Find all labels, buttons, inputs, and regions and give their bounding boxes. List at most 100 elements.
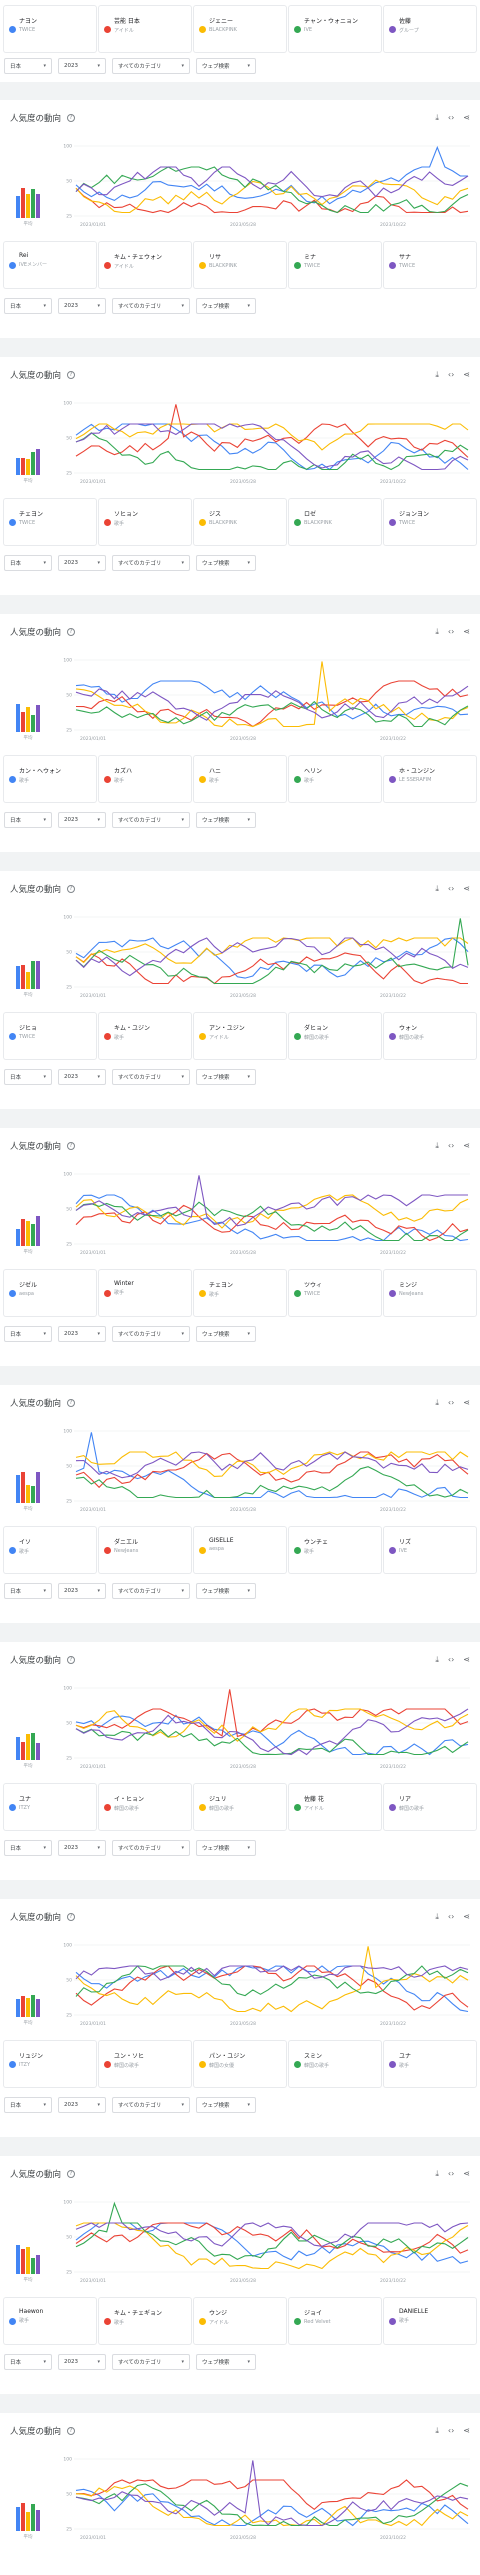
- embed-icon[interactable]: ‹›: [447, 1398, 455, 1407]
- category-select[interactable]: すべてのカテゴリ ▾: [112, 1326, 190, 1342]
- share-icon[interactable]: ⋖: [463, 2426, 470, 2435]
- year-select[interactable]: 2023 ▾: [58, 1069, 106, 1085]
- legend-item[interactable]: ユナ ITZY: [4, 1784, 96, 1830]
- year-select[interactable]: 2023 ▾: [58, 1326, 106, 1342]
- region-select[interactable]: 日本 ▾: [4, 555, 52, 571]
- search-type-select[interactable]: ウェブ検索 ▾: [196, 1326, 256, 1342]
- legend-item[interactable]: DANIELLE 歌手: [384, 2298, 476, 2344]
- legend-item[interactable]: Winter 歌手: [99, 1270, 191, 1316]
- download-icon[interactable]: ⤓: [435, 113, 439, 122]
- search-type-select[interactable]: ウェブ検索 ▾: [196, 555, 256, 571]
- legend-item[interactable]: ジェニー BLACKPINK: [194, 6, 286, 52]
- help-icon[interactable]: ?: [67, 1913, 76, 1921]
- region-select[interactable]: 日本 ▾: [4, 1583, 52, 1599]
- legend-item[interactable]: ヘリン 歌手: [289, 756, 381, 802]
- category-select[interactable]: すべてのカテゴリ ▾: [112, 1069, 190, 1085]
- share-icon[interactable]: ⋖: [463, 2169, 470, 2178]
- share-icon[interactable]: ⋖: [463, 1398, 470, 1407]
- year-select[interactable]: 2023 ▾: [58, 555, 106, 571]
- share-icon[interactable]: ⋖: [463, 1655, 470, 1664]
- legend-item[interactable]: サナ TWICE: [384, 242, 476, 288]
- legend-item[interactable]: ウォン 韓国の歌手: [384, 1013, 476, 1059]
- legend-item[interactable]: リア 韓国の歌手: [384, 1784, 476, 1830]
- help-icon[interactable]: ?: [67, 1399, 76, 1407]
- legend-item[interactable]: ツウィ TWICE: [289, 1270, 381, 1316]
- legend-item[interactable]: ジヒョ TWICE: [4, 1013, 96, 1059]
- legend-item[interactable]: スミン 韓国の歌手: [289, 2041, 381, 2087]
- legend-item[interactable]: Rei IVEメンバー: [4, 242, 96, 288]
- help-icon[interactable]: ?: [67, 2170, 76, 2178]
- embed-icon[interactable]: ‹›: [447, 2426, 455, 2435]
- legend-item[interactable]: ジョイ Red Velvet: [289, 2298, 381, 2344]
- help-icon[interactable]: ?: [67, 1142, 76, 1150]
- search-type-select[interactable]: ウェブ検索 ▾: [196, 1840, 256, 1856]
- search-type-select[interactable]: ウェブ検索 ▾: [196, 2097, 256, 2113]
- region-select[interactable]: 日本 ▾: [4, 1069, 52, 1085]
- embed-icon[interactable]: ‹›: [447, 370, 455, 379]
- legend-item[interactable]: キム・ユジン 歌手: [99, 1013, 191, 1059]
- category-select[interactable]: すべてのカテゴリ ▾: [112, 1840, 190, 1856]
- year-select[interactable]: 2023 ▾: [58, 298, 106, 314]
- legend-item[interactable]: ユナ 歌手: [384, 2041, 476, 2087]
- search-type-select[interactable]: ウェブ検索 ▾: [196, 1069, 256, 1085]
- legend-item[interactable]: 佐藤 グループ: [384, 6, 476, 52]
- legend-item[interactable]: ソヒョン 歌手: [99, 499, 191, 545]
- legend-item[interactable]: ダニエル NewJeans: [99, 1527, 191, 1573]
- region-select[interactable]: 日本 ▾: [4, 812, 52, 828]
- embed-icon[interactable]: ‹›: [447, 884, 455, 893]
- help-icon[interactable]: ?: [67, 885, 76, 893]
- search-type-select[interactable]: ウェブ検索 ▾: [196, 298, 256, 314]
- search-type-select[interactable]: ウェブ検索 ▾: [196, 58, 256, 74]
- category-select[interactable]: すべてのカテゴリ ▾: [112, 2354, 190, 2370]
- legend-item[interactable]: キム・チェウォン アイドル: [99, 242, 191, 288]
- embed-icon[interactable]: ‹›: [447, 627, 455, 636]
- help-icon[interactable]: ?: [67, 371, 76, 379]
- legend-item[interactable]: ユン・ソヒ 韓国の歌手: [99, 2041, 191, 2087]
- region-select[interactable]: 日本 ▾: [4, 2354, 52, 2370]
- legend-item[interactable]: 芸能 日本 アイドル: [99, 6, 191, 52]
- year-select[interactable]: 2023 ▾: [58, 58, 106, 74]
- legend-item[interactable]: キム・チェギョン 歌手: [99, 2298, 191, 2344]
- embed-icon[interactable]: ‹›: [447, 2169, 455, 2178]
- download-icon[interactable]: ⤓: [435, 884, 439, 893]
- year-select[interactable]: 2023 ▾: [58, 1583, 106, 1599]
- legend-item[interactable]: ジゼル aespa: [4, 1270, 96, 1316]
- legend-item[interactable]: Haewon 歌手: [4, 2298, 96, 2344]
- legend-item[interactable]: カン・ヘウォン 歌手: [4, 756, 96, 802]
- legend-item[interactable]: ジス BLACKPINK: [194, 499, 286, 545]
- embed-icon[interactable]: ‹›: [447, 1655, 455, 1664]
- legend-item[interactable]: パン・ユジン 韓国の女優: [194, 2041, 286, 2087]
- help-icon[interactable]: ?: [67, 1656, 76, 1664]
- download-icon[interactable]: ⤓: [435, 627, 439, 636]
- legend-item[interactable]: ジュリ 韓国の歌手: [194, 1784, 286, 1830]
- download-icon[interactable]: ⤓: [435, 1398, 439, 1407]
- embed-icon[interactable]: ‹›: [447, 113, 455, 122]
- share-icon[interactable]: ⋖: [463, 113, 470, 122]
- search-type-select[interactable]: ウェブ検索 ▾: [196, 812, 256, 828]
- category-select[interactable]: すべてのカテゴリ ▾: [112, 58, 190, 74]
- legend-item[interactable]: ミナ TWICE: [289, 242, 381, 288]
- year-select[interactable]: 2023 ▾: [58, 2097, 106, 2113]
- share-icon[interactable]: ⋖: [463, 1141, 470, 1150]
- category-select[interactable]: すべてのカテゴリ ▾: [112, 1583, 190, 1599]
- share-icon[interactable]: ⋖: [463, 370, 470, 379]
- share-icon[interactable]: ⋖: [463, 884, 470, 893]
- legend-item[interactable]: ハニ 歌手: [194, 756, 286, 802]
- category-select[interactable]: すべてのカテゴリ ▾: [112, 812, 190, 828]
- help-icon[interactable]: ?: [67, 628, 76, 636]
- download-icon[interactable]: ⤓: [435, 2169, 439, 2178]
- legend-item[interactable]: リズ IVE: [384, 1527, 476, 1573]
- legend-item[interactable]: リサ BLACKPINK: [194, 242, 286, 288]
- download-icon[interactable]: ⤓: [435, 1141, 439, 1150]
- legend-item[interactable]: 佐藤 花アイドル: [289, 1784, 381, 1830]
- legend-item[interactable]: ナヨン TWICE: [4, 6, 96, 52]
- legend-item[interactable]: アン・ユジン アイドル: [194, 1013, 286, 1059]
- legend-item[interactable]: ジョンヨン TWICE: [384, 499, 476, 545]
- legend-item[interactable]: ミンジ NewJeans: [384, 1270, 476, 1316]
- legend-item[interactable]: チェヨン TWICE: [4, 499, 96, 545]
- legend-item[interactable]: ホ・ユンジン LE SSERAFIM: [384, 756, 476, 802]
- search-type-select[interactable]: ウェブ検索 ▾: [196, 1583, 256, 1599]
- share-icon[interactable]: ⋖: [463, 1912, 470, 1921]
- legend-item[interactable]: チェヨン 歌手: [194, 1270, 286, 1316]
- year-select[interactable]: 2023 ▾: [58, 2354, 106, 2370]
